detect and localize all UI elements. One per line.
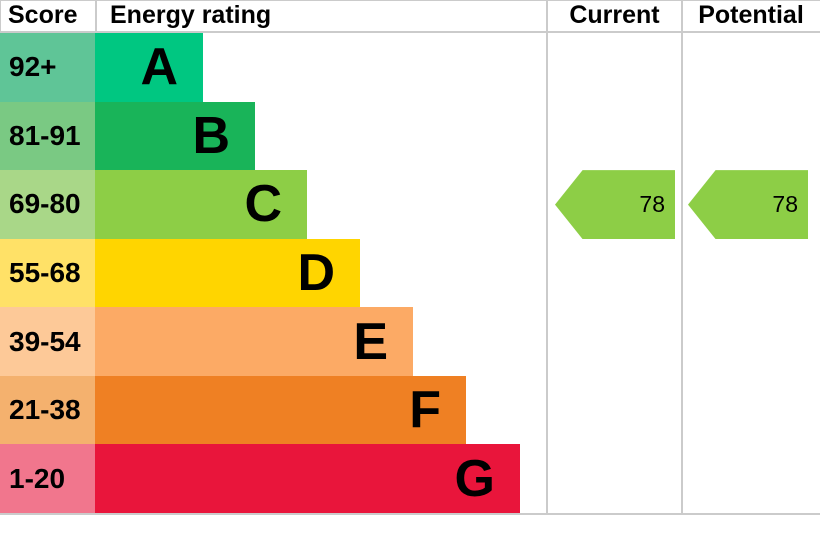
potential-rating-arrow: 78 — [688, 170, 808, 240]
band-letter-e: E — [353, 312, 388, 371]
grid-line-potential-column — [681, 0, 683, 513]
band-row-c: 69-80 C — [0, 170, 547, 239]
score-range-a: 92+ — [0, 33, 95, 102]
band-letter-d: D — [297, 244, 335, 303]
grid-line-current-column — [546, 0, 548, 513]
band-letter-f: F — [409, 381, 441, 440]
current-rating-value: 78 — [639, 191, 665, 218]
current-rating-arrow: 78 — [555, 170, 675, 240]
band-row-f: 21-38 F — [0, 375, 547, 445]
rating-bar-c: C — [95, 170, 307, 239]
band-row-g: 1-20 G — [0, 444, 547, 514]
potential-rating-value: 78 — [772, 191, 798, 218]
score-range-f: 21-38 — [0, 375, 95, 445]
column-header-potential: Potential — [698, 1, 804, 29]
column-header-energy-rating: Energy rating — [110, 1, 272, 29]
band-row-b: 81-91 B — [0, 101, 547, 171]
rating-bar-g: G — [95, 444, 520, 514]
band-row-a: 92+ A — [0, 33, 547, 102]
grid-line-top — [0, 0, 820, 1]
rating-bar-f: F — [95, 375, 466, 445]
column-header-current: Current — [569, 1, 660, 29]
band-row-e: 39-54 E — [0, 307, 547, 376]
rating-bands: 92+ A 81-91 B 69-80 C 55-68 D 39-54 — [0, 33, 547, 514]
rating-bar-d: D — [95, 238, 360, 308]
grid-line-header-left — [0, 0, 1, 31]
score-range-g: 1-20 — [0, 444, 95, 514]
score-range-c: 69-80 — [0, 170, 95, 239]
grid-line-header-bottom — [0, 31, 820, 33]
score-range-d: 55-68 — [0, 238, 95, 308]
grid-line-bottom — [0, 513, 820, 515]
grid-line-score-divider — [95, 0, 97, 31]
band-letter-g: G — [454, 449, 495, 508]
rating-bar-e: E — [95, 307, 413, 376]
column-header-score: Score — [8, 1, 78, 29]
band-letter-a: A — [140, 38, 178, 97]
rating-bar-a: A — [95, 33, 203, 102]
band-letter-c: C — [244, 175, 282, 234]
rating-bar-b: B — [95, 101, 255, 171]
score-range-b: 81-91 — [0, 101, 95, 171]
band-letter-b: B — [192, 106, 230, 165]
band-row-d: 55-68 D — [0, 238, 547, 308]
score-range-e: 39-54 — [0, 307, 95, 376]
